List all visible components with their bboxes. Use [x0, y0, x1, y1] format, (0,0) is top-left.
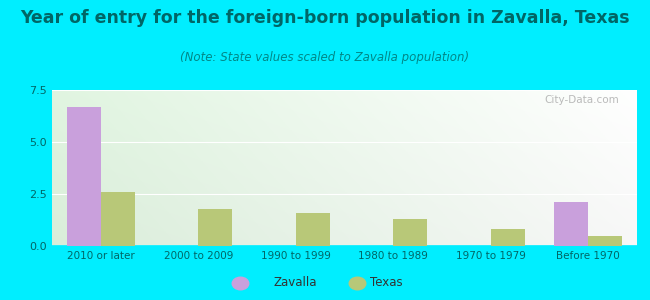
Text: Texas: Texas: [370, 275, 403, 289]
Bar: [393, 219, 428, 246]
Bar: [66, 106, 101, 246]
Ellipse shape: [232, 277, 249, 290]
Bar: [101, 192, 135, 246]
Bar: [554, 202, 588, 246]
Bar: [198, 208, 233, 246]
Ellipse shape: [349, 277, 366, 290]
Text: Year of entry for the foreign-born population in Zavalla, Texas: Year of entry for the foreign-born popul…: [20, 9, 630, 27]
Bar: [588, 236, 623, 246]
Bar: [296, 213, 330, 246]
Bar: [491, 230, 525, 246]
Text: City-Data.com: City-Data.com: [545, 95, 619, 105]
Text: (Note: State values scaled to Zavalla population): (Note: State values scaled to Zavalla po…: [181, 51, 469, 64]
Text: Zavalla: Zavalla: [273, 275, 317, 289]
